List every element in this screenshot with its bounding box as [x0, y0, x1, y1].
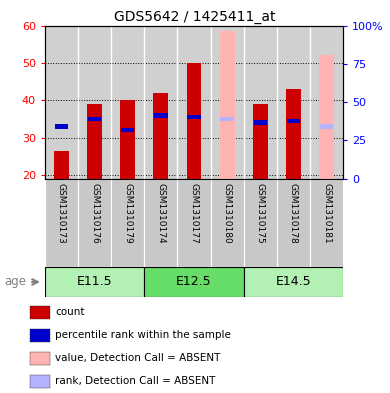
Bar: [30, 306, 50, 319]
Bar: [144, 179, 177, 267]
Bar: [177, 179, 211, 267]
Bar: [121, 128, 135, 132]
Text: GSM1310176: GSM1310176: [90, 183, 99, 244]
Bar: [54, 151, 69, 179]
Text: GSM1310173: GSM1310173: [57, 183, 66, 244]
Text: GSM1310175: GSM1310175: [256, 183, 265, 244]
Bar: [78, 179, 111, 267]
Bar: [45, 179, 78, 267]
Text: GSM1310177: GSM1310177: [190, 183, 199, 244]
Bar: [286, 89, 301, 179]
Bar: [253, 104, 268, 179]
Text: age: age: [4, 275, 26, 288]
Bar: [310, 179, 343, 267]
Bar: [319, 55, 334, 179]
Bar: [220, 117, 234, 121]
Bar: [55, 124, 68, 129]
Text: GSM1310174: GSM1310174: [156, 183, 165, 244]
Bar: [120, 100, 135, 179]
Bar: [154, 113, 168, 118]
Bar: [88, 117, 101, 121]
Text: GSM1310181: GSM1310181: [322, 183, 331, 244]
Text: GDS5642 / 1425411_at: GDS5642 / 1425411_at: [114, 10, 276, 24]
Bar: [220, 31, 235, 179]
Bar: [187, 115, 201, 119]
Bar: [153, 93, 168, 179]
Bar: [30, 352, 50, 365]
Text: E12.5: E12.5: [176, 275, 212, 288]
Text: GSM1310179: GSM1310179: [123, 183, 132, 244]
Bar: [244, 267, 343, 297]
Text: percentile rank within the sample: percentile rank within the sample: [55, 330, 231, 340]
Text: GSM1310180: GSM1310180: [223, 183, 232, 244]
Bar: [277, 179, 310, 267]
Bar: [30, 329, 50, 342]
Bar: [287, 119, 300, 123]
Text: count: count: [55, 307, 85, 317]
Text: E11.5: E11.5: [77, 275, 112, 288]
Text: rank, Detection Call = ABSENT: rank, Detection Call = ABSENT: [55, 376, 215, 386]
Bar: [186, 63, 202, 179]
Text: E14.5: E14.5: [276, 275, 311, 288]
Bar: [111, 179, 144, 267]
Bar: [45, 267, 144, 297]
Text: GSM1310178: GSM1310178: [289, 183, 298, 244]
Bar: [87, 104, 102, 179]
Bar: [244, 179, 277, 267]
Bar: [144, 267, 244, 297]
Bar: [211, 179, 244, 267]
Bar: [30, 375, 50, 388]
Text: value, Detection Call = ABSENT: value, Detection Call = ABSENT: [55, 353, 220, 364]
Bar: [320, 124, 333, 129]
Bar: [254, 121, 267, 125]
